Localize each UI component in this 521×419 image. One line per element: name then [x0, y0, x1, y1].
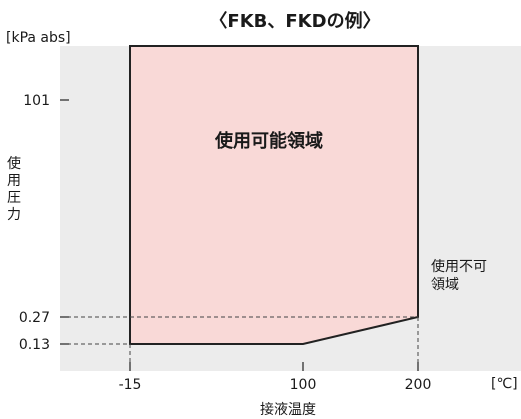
tick-labels: 0.13 0.27 101 -15 100 200: [19, 93, 432, 393]
x-tick-label: 100: [290, 377, 317, 393]
y-axis-label: 使用圧力: [7, 155, 21, 223]
chart-title: 〈FKB、FKDの例〉: [209, 10, 380, 32]
x-tick-label: -15: [119, 377, 142, 393]
x-unit-label: [℃]: [491, 376, 518, 392]
x-axis-label: 接液温度: [260, 401, 316, 418]
unusable-region-label: 使用不可領域: [431, 258, 487, 293]
y-tick-label: 0.13: [19, 337, 50, 353]
y-unit-label: [kPa abs]: [6, 30, 71, 46]
y-tick-label: 101: [23, 93, 50, 109]
usable-region-label: 使用可能領域: [214, 130, 323, 152]
x-tick-label: 200: [405, 377, 432, 393]
y-tick-label: 0.27: [19, 310, 50, 326]
usable-region: [129, 45, 419, 345]
